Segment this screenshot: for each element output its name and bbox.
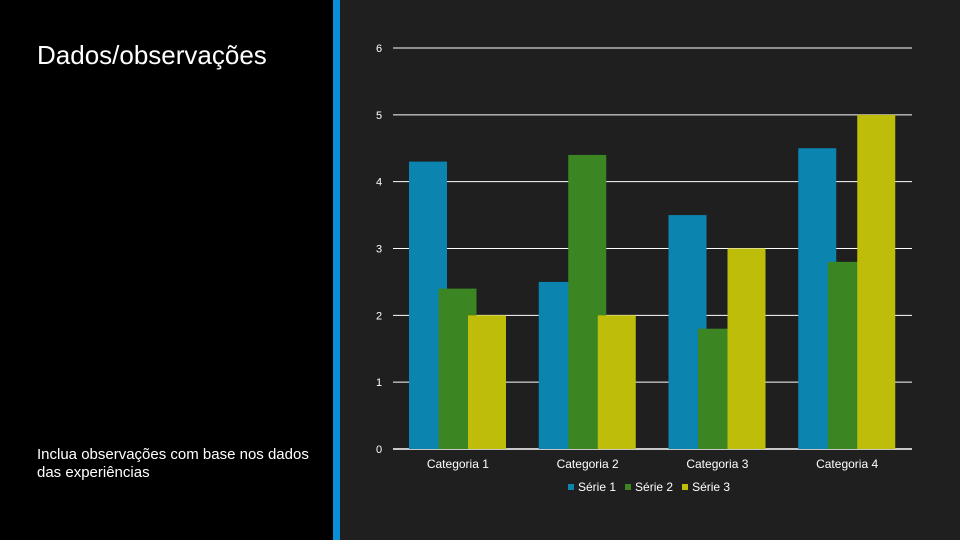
y-tick-label: 2 [376,310,382,322]
accent-bar [333,0,340,540]
y-tick-label: 3 [376,244,382,256]
x-axis-categories: Categoria 1 Categoria 2 Categoria 3 Categor… [427,457,879,471]
chart-legend: Série 1 Série 2 Série 3 [568,480,730,494]
slide-title: Dados/observações [37,40,267,70]
y-tick-label: 6 [376,43,382,55]
legend-label: Série 3 [692,480,731,494]
legend-item: Série 3 [682,480,730,494]
legend-item: Série 2 [625,480,673,494]
y-tick-label: 0 [376,444,382,456]
y-axis-ticks: 0 1 2 3 4 5 6 [376,43,382,456]
legend-swatch [682,484,689,490]
y-tick-label: 4 [376,177,382,189]
legend-swatch [568,484,574,490]
x-category-label: Categoria 1 [427,457,489,471]
y-tick-label: 1 [376,377,382,389]
bar [468,315,506,449]
x-category-label: Categoria 3 [686,457,748,471]
legend-label: Série 1 [578,480,617,494]
slide-notes: Inclua observações com base nos dados da… [37,446,309,481]
chart-bars [409,114,896,449]
x-category-label: Categoria 2 [557,457,619,471]
legend-item: Série 1 [568,480,616,494]
bar [727,248,766,449]
y-tick-label: 5 [376,110,382,122]
bar [597,315,636,449]
legend-label: Série 2 [635,480,674,494]
legend-swatch [625,484,632,490]
left-panel [0,0,333,540]
bar [857,114,896,449]
x-category-label: Categoria 4 [816,457,878,471]
